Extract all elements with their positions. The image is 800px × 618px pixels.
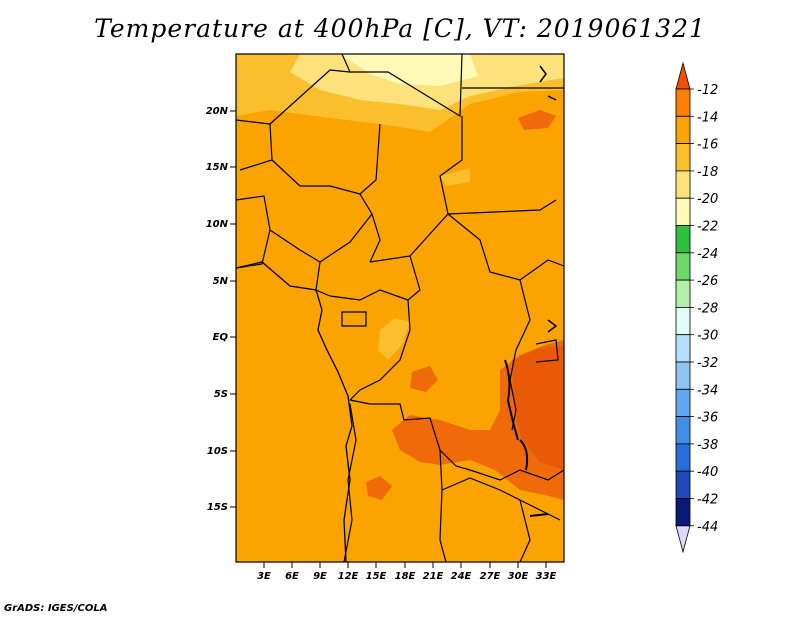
lon-tick-label: 3E [257,571,271,582]
colorbar-segment [675,334,691,363]
longitude-axis [263,562,547,568]
band-14-angola [366,476,392,500]
colorbar-segment [675,470,691,499]
colorbar-label: -24 [697,247,718,262]
colorbar-label: -38 [697,438,718,453]
colorbar-label: -32 [697,356,718,371]
lon-tick-label: 21E [423,571,444,582]
coastline [235,65,558,563]
colorbar-segment [675,279,691,308]
lat-tick-label: 5S [214,389,228,400]
colorbar-segment [675,252,691,281]
colorbar-label: -22 [697,220,718,235]
colorbar-label: -20 [697,192,718,207]
colorbar-segment [675,143,691,172]
map-title: Temperature at 400hPa [C], VT: 201906132… [94,14,706,43]
colorbar-segment [675,197,691,226]
lat-tick-label: 20N [206,106,229,117]
map-frame [235,53,565,563]
colorbar-segment [675,443,691,472]
colorbar-segment [675,388,691,417]
band-22-north [340,54,478,86]
colorbar: -12 -14 -16 -18 -20 -22 -24 -26 -28 -30 -32 -34 -36 -… [675,61,718,554]
colorbar-segment [675,498,691,527]
colorbar-label: -14 [697,110,718,125]
lat-tick-label: 15N [206,162,229,173]
lon-tick-label: 30E [508,571,529,582]
colorbar-bottom-arrow [675,525,691,554]
colorbar-segment [675,416,691,445]
band-14-southeast-core [512,346,564,470]
colorbar-label: -44 [697,520,718,535]
colorbar-segment [675,88,691,117]
lat-tick-label: EQ [213,332,229,343]
lon-tick-label: 27E [480,571,501,582]
lat-tick-label: 10S [207,446,228,457]
colorbar-label: -26 [697,274,718,289]
colorbar-label: -40 [697,465,718,480]
colorbar-label: -18 [697,165,718,180]
temperature-field [236,54,564,562]
colorbar-label: -42 [697,493,718,508]
lon-tick-label: 9E [313,571,327,582]
lon-tick-label: 33E [536,571,557,582]
colorbar-label: -12 [697,83,718,98]
colorbar-label: -34 [697,383,718,398]
band-14-congo [410,366,438,392]
lon-tick-label: 18E [395,571,416,582]
lon-tick-label: 15E [366,571,387,582]
lon-tick-label: 12E [338,571,359,582]
colorbar-top-arrow [675,61,691,90]
lon-tick-label: 24E [451,571,472,582]
colorbar-label: -36 [697,411,718,426]
lat-tick-label: 15S [207,502,228,513]
country-borders [235,53,565,563]
colorbar-label: -28 [697,301,718,316]
colorbar-segment [675,115,691,145]
colorbar-segment [675,170,691,199]
lon-tick-label: 6E [285,571,299,582]
band-16-patch-sudan [440,168,470,186]
latitude-axis [230,110,236,508]
colorbar-label: -16 [697,138,718,153]
colorbar-label: -30 [697,329,718,344]
credit-text: GrADS: IGES/COLA [4,603,108,614]
colorbar-segment [675,225,691,254]
lat-tick-label: 10N [206,219,229,230]
band-14-north-east [518,110,556,130]
colorbar-segment [675,361,691,390]
band-16-patch-central [378,318,410,360]
lat-tick-label: 5N [213,276,229,287]
colorbar-segment [675,306,691,336]
